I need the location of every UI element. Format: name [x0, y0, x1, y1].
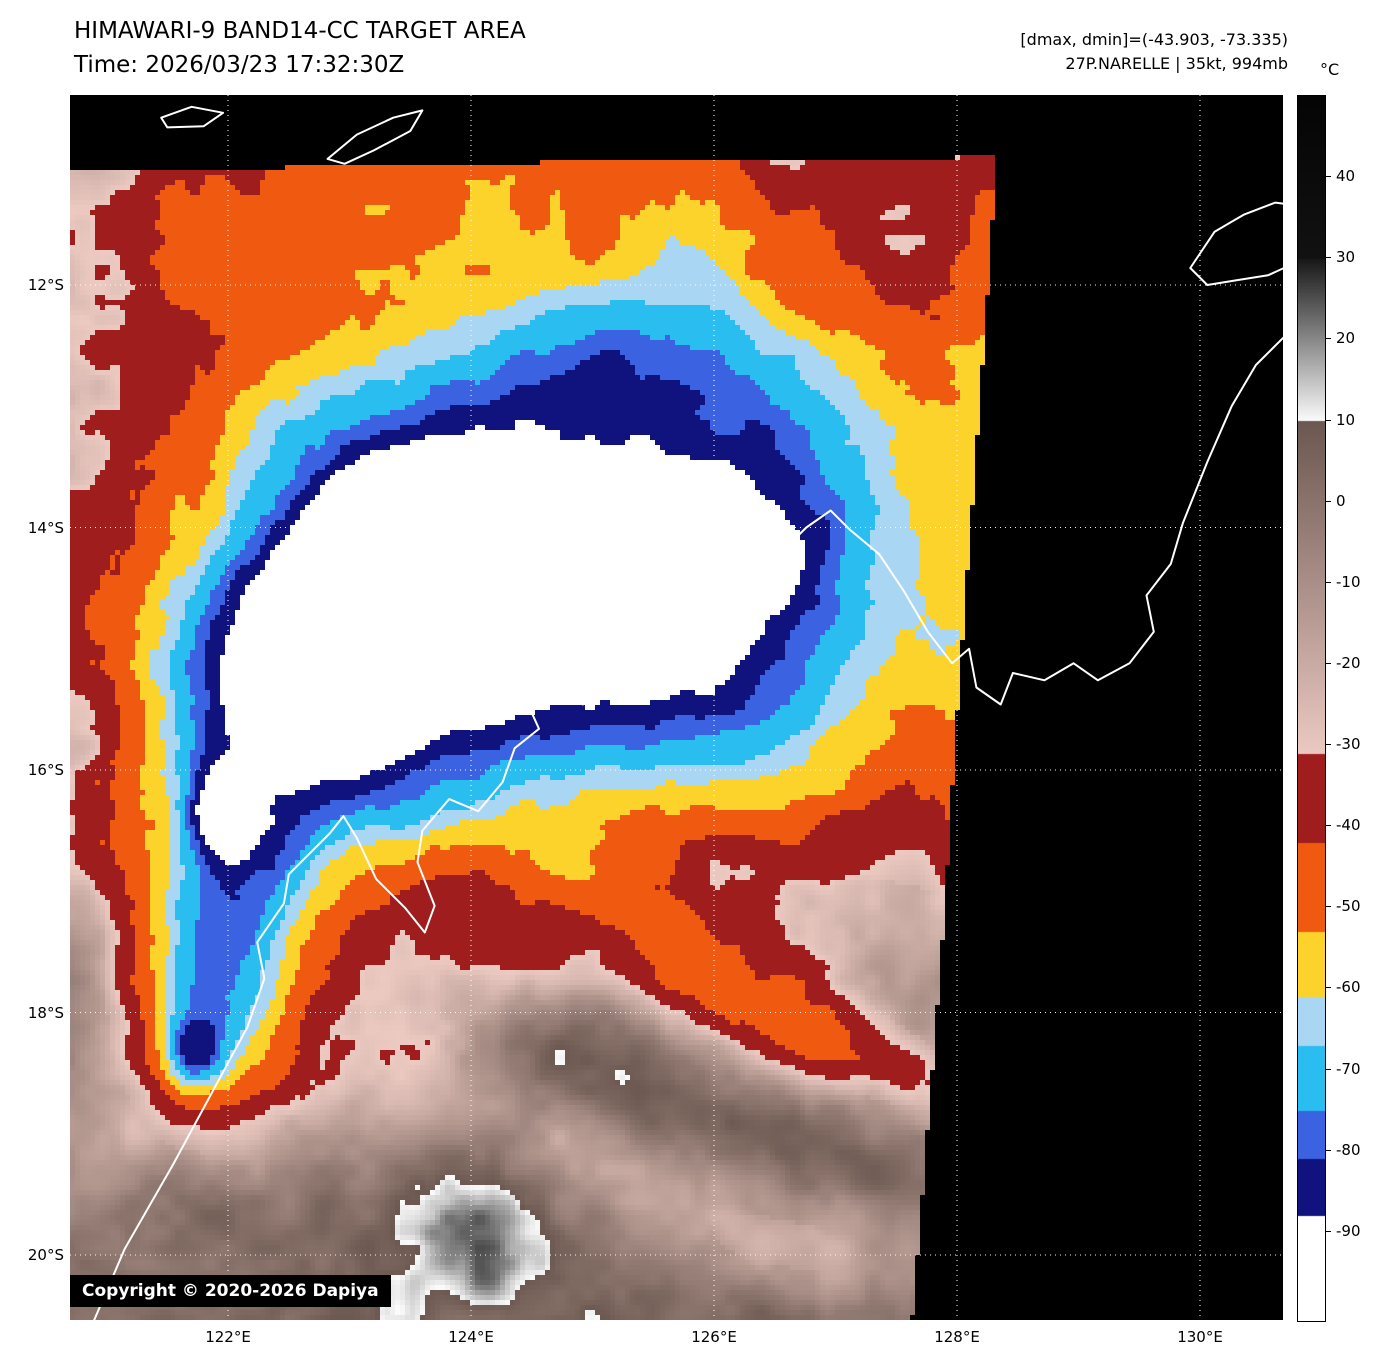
dmax-dmin-annotation: [dmax, dmin]=(-43.903, -73.335)	[1020, 30, 1288, 49]
coastline-path	[93, 336, 1283, 1320]
colorbar-tick-mark	[1326, 906, 1331, 907]
map-overlay	[70, 95, 1283, 1320]
lon-axis-label: 124°E	[448, 1328, 494, 1346]
colorbar-tick-mark	[1326, 663, 1331, 664]
colorbar-tick-label: -50	[1336, 897, 1361, 915]
colorbar-tick-label: -40	[1336, 816, 1361, 834]
colorbar-tick-mark	[1326, 338, 1331, 339]
coastline-path	[326, 109, 424, 165]
lon-axis-label: 128°E	[934, 1328, 980, 1346]
colorbar-tick-mark	[1326, 257, 1331, 258]
lon-axis-label: 130°E	[1177, 1328, 1223, 1346]
colorbar-tick-label: 0	[1336, 492, 1346, 510]
plot-title: HIMAWARI-9 BAND14-CC TARGET AREA	[74, 18, 526, 44]
satellite-plot: Copyright © 2020-2026 Dapiya	[70, 95, 1283, 1320]
coastline-path	[160, 105, 225, 129]
colorbar-tick-mark	[1326, 744, 1331, 745]
lon-axis-label: 122°E	[205, 1328, 251, 1346]
colorbar-tick-label: -30	[1336, 735, 1361, 753]
lon-axis-label: 126°E	[691, 1328, 737, 1346]
colorbar-tick-label: -90	[1336, 1222, 1361, 1240]
colorbar-tick-label: 30	[1336, 248, 1356, 266]
colorbar-tick-label: 10	[1336, 411, 1356, 429]
lat-axis-label: 12°S	[27, 276, 64, 294]
colorbar-tick-mark	[1326, 582, 1331, 583]
colorbar-tick-mark	[1326, 1150, 1331, 1151]
coastline-path	[1189, 201, 1283, 286]
colorbar	[1297, 95, 1326, 1322]
satellite-image-canvas	[70, 95, 1283, 1320]
plot-timestamp: Time: 2026/03/23 17:32:30Z	[74, 52, 405, 78]
colorbar-tick-label: -70	[1336, 1060, 1361, 1078]
coastline-path	[601, 550, 650, 568]
colorbar-tick-label: -10	[1336, 573, 1361, 591]
lat-axis-label: 18°S	[27, 1004, 64, 1022]
copyright-badge: Copyright © 2020-2026 Dapiya	[70, 1275, 391, 1307]
colorbar-tick-mark	[1326, 987, 1331, 988]
colorbar-tick-label: -20	[1336, 654, 1361, 672]
lat-axis-label: 20°S	[27, 1246, 64, 1264]
colorbar-tick-mark	[1326, 1231, 1331, 1232]
lat-axis-label: 16°S	[27, 761, 64, 779]
colorbar-tick-mark	[1326, 825, 1331, 826]
colorbar-canvas	[1298, 96, 1325, 1321]
coastline-path	[737, 514, 788, 529]
colorbar-tick-mark	[1326, 420, 1331, 421]
graticule-gridlines	[70, 95, 1283, 1320]
colorbar-tick-label: 40	[1336, 167, 1356, 185]
colorbar-tick-mark	[1326, 1069, 1331, 1070]
colorbar-tick-mark	[1326, 501, 1331, 502]
storm-info-annotation: 27P.NARELLE | 35kt, 994mb	[1065, 54, 1288, 73]
colorbar-tick-label: 20	[1336, 329, 1356, 347]
colorbar-tick-label: -60	[1336, 978, 1361, 996]
lat-axis-label: 14°S	[27, 519, 64, 537]
colorbar-unit-label: °C	[1320, 60, 1340, 79]
colorbar-tick-mark	[1326, 176, 1331, 177]
colorbar-tick-label: -80	[1336, 1141, 1361, 1159]
coastlines	[93, 105, 1283, 1320]
